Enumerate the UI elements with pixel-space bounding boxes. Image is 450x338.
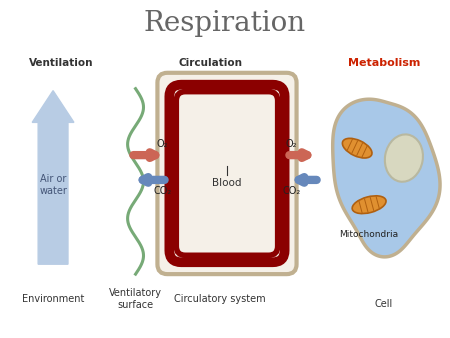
Text: Mitochondria: Mitochondria [340,230,399,239]
Text: O₂: O₂ [286,139,297,149]
Text: CO₂: CO₂ [153,186,171,196]
FancyBboxPatch shape [158,73,297,274]
Text: Air or
water: Air or water [39,174,67,196]
Text: Blood: Blood [212,178,242,188]
Text: Circulatory system: Circulatory system [174,294,266,304]
Text: Environment: Environment [22,294,84,304]
Text: Metabolism: Metabolism [348,58,420,68]
Text: Circulation: Circulation [178,58,242,68]
Text: O₂: O₂ [157,139,168,149]
Text: CO₂: CO₂ [283,186,301,196]
Text: Ventilation: Ventilation [29,58,93,68]
Text: Respiration: Respiration [144,10,306,37]
Text: Ventilatory
surface: Ventilatory surface [109,288,162,310]
Text: Cell: Cell [375,299,393,309]
Polygon shape [333,99,440,257]
Ellipse shape [342,138,372,158]
FancyArrow shape [32,91,74,264]
Ellipse shape [385,135,423,182]
Ellipse shape [352,196,386,214]
